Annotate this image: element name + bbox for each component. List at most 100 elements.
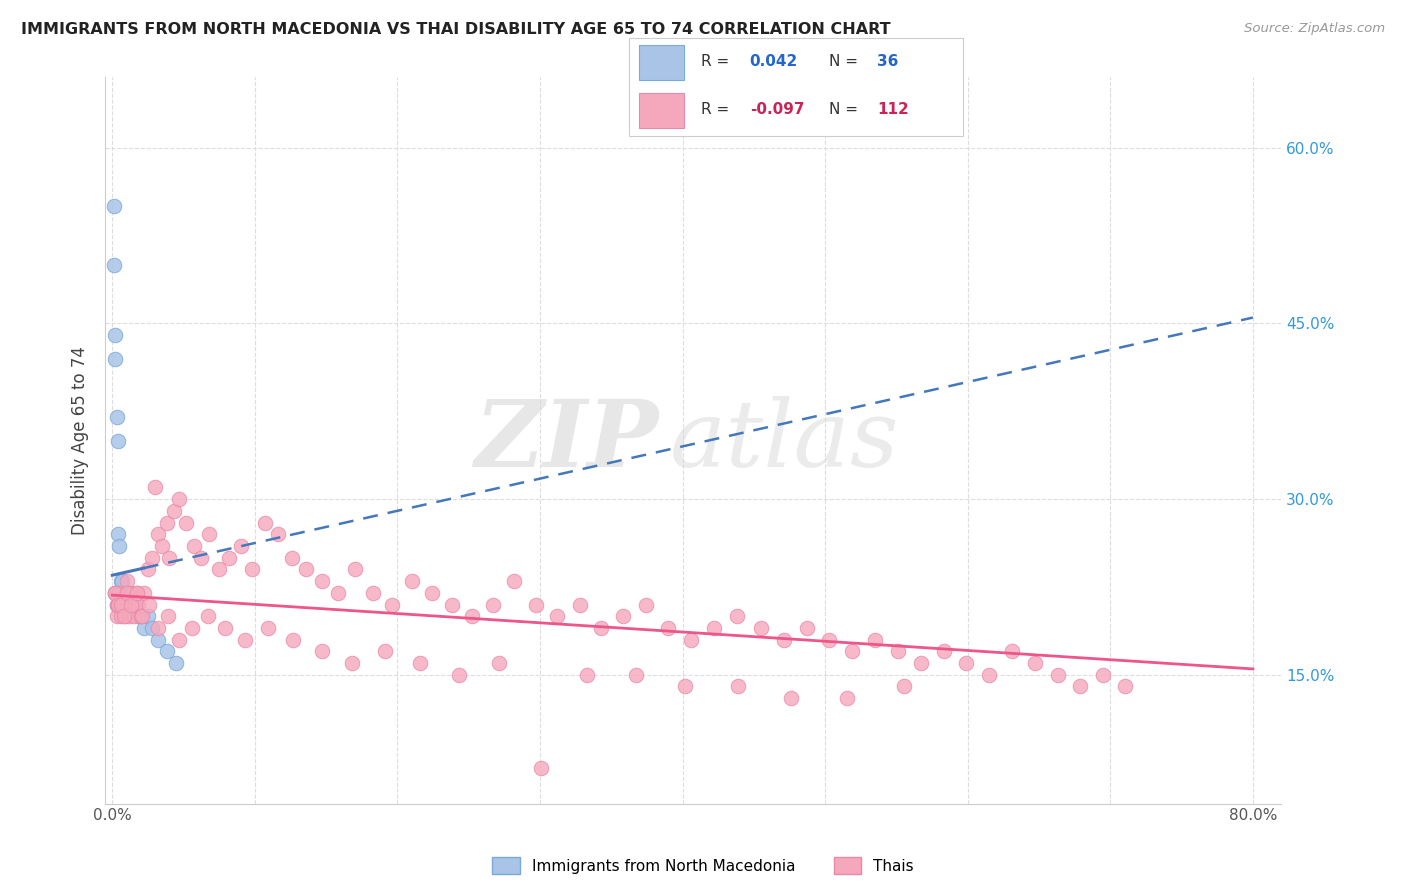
Point bbox=[401, 574, 423, 588]
Point bbox=[634, 598, 657, 612]
Point bbox=[229, 539, 252, 553]
Point bbox=[361, 586, 384, 600]
Point bbox=[155, 516, 177, 530]
Point bbox=[105, 586, 128, 600]
Point bbox=[1024, 656, 1046, 670]
Point bbox=[440, 598, 463, 612]
Point bbox=[240, 562, 263, 576]
Point bbox=[107, 527, 129, 541]
Point bbox=[183, 539, 205, 553]
Point bbox=[932, 644, 955, 658]
Point bbox=[169, 632, 191, 647]
Point bbox=[893, 680, 915, 694]
Point bbox=[311, 574, 333, 588]
Point bbox=[374, 644, 396, 658]
Point bbox=[190, 550, 212, 565]
Point bbox=[111, 574, 134, 588]
Text: R =: R = bbox=[702, 54, 734, 70]
Point bbox=[143, 480, 166, 494]
Point bbox=[115, 586, 138, 600]
Point bbox=[125, 586, 148, 600]
Point bbox=[530, 762, 553, 776]
Point bbox=[568, 598, 591, 612]
Text: N =: N = bbox=[830, 102, 863, 117]
Point bbox=[1092, 667, 1115, 681]
Point bbox=[132, 621, 155, 635]
Point bbox=[727, 680, 749, 694]
Point bbox=[110, 598, 132, 612]
Point bbox=[124, 598, 146, 612]
Point bbox=[107, 586, 129, 600]
Point bbox=[176, 516, 198, 530]
Point bbox=[256, 621, 278, 635]
Point bbox=[218, 550, 240, 565]
Point bbox=[1114, 680, 1136, 694]
Point bbox=[138, 598, 160, 612]
Point bbox=[115, 586, 138, 600]
Point bbox=[887, 644, 910, 658]
Point bbox=[121, 598, 143, 612]
Point bbox=[124, 598, 146, 612]
Point bbox=[108, 586, 131, 600]
Point bbox=[749, 621, 772, 635]
Point bbox=[208, 562, 231, 576]
Point bbox=[166, 656, 188, 670]
Point bbox=[112, 609, 135, 624]
Point bbox=[818, 632, 841, 647]
Y-axis label: Disability Age 65 to 74: Disability Age 65 to 74 bbox=[72, 346, 89, 535]
Point bbox=[112, 598, 135, 612]
Point bbox=[108, 586, 131, 600]
Point bbox=[114, 586, 136, 600]
Point bbox=[910, 656, 932, 670]
Point bbox=[104, 586, 127, 600]
Point bbox=[281, 550, 304, 565]
Point bbox=[127, 609, 149, 624]
Point bbox=[156, 609, 179, 624]
Point bbox=[136, 562, 159, 576]
Point bbox=[772, 632, 794, 647]
Point bbox=[311, 644, 333, 658]
Point bbox=[120, 598, 142, 612]
Point bbox=[624, 667, 647, 681]
Text: 36: 36 bbox=[877, 54, 898, 70]
Point bbox=[612, 609, 634, 624]
Point bbox=[108, 598, 131, 612]
Point bbox=[447, 667, 470, 681]
Point bbox=[409, 656, 432, 670]
Point bbox=[703, 621, 725, 635]
Point bbox=[381, 598, 404, 612]
Point bbox=[524, 598, 547, 612]
Point bbox=[198, 527, 221, 541]
Point bbox=[780, 691, 803, 706]
Point bbox=[104, 586, 127, 600]
Point bbox=[979, 667, 1001, 681]
Point bbox=[420, 586, 443, 600]
Point bbox=[132, 586, 155, 600]
Point bbox=[110, 609, 132, 624]
Point bbox=[343, 562, 366, 576]
Point bbox=[103, 258, 125, 272]
Point bbox=[283, 632, 305, 647]
Point bbox=[841, 644, 863, 658]
Point bbox=[1069, 680, 1091, 694]
Point bbox=[591, 621, 613, 635]
Point bbox=[120, 598, 142, 612]
Point bbox=[110, 598, 132, 612]
Point bbox=[725, 609, 748, 624]
Point bbox=[114, 598, 136, 612]
Point bbox=[295, 562, 318, 576]
Point bbox=[214, 621, 236, 635]
Point bbox=[488, 656, 510, 670]
Point bbox=[105, 598, 128, 612]
Text: IMMIGRANTS FROM NORTH MACEDONIA VS THAI DISABILITY AGE 65 TO 74 CORRELATION CHAR: IMMIGRANTS FROM NORTH MACEDONIA VS THAI … bbox=[21, 22, 891, 37]
Point bbox=[131, 609, 153, 624]
Point bbox=[120, 586, 142, 600]
Point bbox=[233, 632, 256, 647]
Point bbox=[129, 609, 152, 624]
Point bbox=[546, 609, 568, 624]
Point bbox=[157, 550, 180, 565]
Point bbox=[163, 504, 186, 518]
Point bbox=[576, 667, 599, 681]
Point bbox=[253, 516, 276, 530]
Point bbox=[122, 609, 145, 624]
